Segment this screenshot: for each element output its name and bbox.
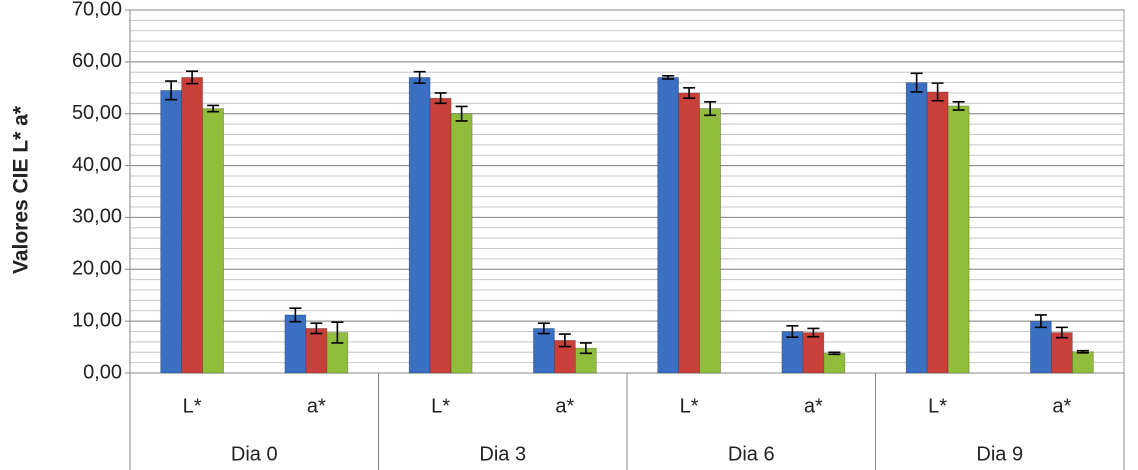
y-tick-label: 30,00 [72, 206, 122, 228]
bar [678, 92, 701, 374]
error-bar [186, 70, 199, 85]
y-tick-label: 0,00 [83, 361, 122, 383]
error-bar [931, 82, 944, 102]
y-tick-label: 20,00 [72, 258, 122, 280]
error-bar [1076, 349, 1089, 354]
group-label: Dia 6 [728, 443, 775, 465]
error-bar [165, 80, 178, 101]
error-bar [310, 322, 323, 335]
x-tick-label: a* [555, 395, 574, 417]
error-bar [952, 100, 965, 111]
y-tick-label: 70,00 [72, 0, 122, 20]
bar [1029, 320, 1052, 374]
error-bar [455, 105, 468, 122]
bar [1050, 332, 1073, 374]
group-label: Dia 0 [231, 443, 278, 465]
x-tick-label: a* [307, 395, 326, 417]
bar [160, 89, 183, 374]
error-bar [207, 104, 220, 113]
bar [429, 97, 452, 374]
error-bar [910, 72, 923, 93]
group-label: Dia 3 [479, 443, 526, 465]
y-tick-label: 10,00 [72, 309, 122, 331]
error-bar [662, 75, 675, 80]
bar [802, 332, 825, 374]
error-bar [1055, 326, 1068, 339]
x-tick-label: a* [1052, 395, 1071, 417]
error-bar [579, 342, 592, 355]
bar [947, 105, 970, 374]
bar [181, 77, 204, 374]
error-bar [289, 307, 302, 323]
bar [1071, 351, 1094, 374]
group-label: Dia 9 [976, 443, 1023, 465]
x-tick-label: L* [928, 395, 947, 417]
bar [699, 108, 722, 374]
error-bar [434, 92, 447, 105]
y-tick-label: 60,00 [72, 50, 122, 72]
error-bar [704, 100, 717, 117]
error-bar [537, 322, 550, 335]
bar [284, 314, 307, 374]
plot-area [129, 9, 1125, 374]
bar [450, 113, 473, 374]
error-bar [786, 325, 799, 339]
bar [305, 328, 328, 374]
bar [823, 352, 846, 374]
x-tick-label: L* [680, 395, 699, 417]
x-tick-label: a* [804, 395, 823, 417]
error-bar [683, 86, 696, 99]
y-tick-label: 40,00 [72, 154, 122, 176]
y-tick-label: 50,00 [72, 102, 122, 124]
error-bar [828, 351, 841, 356]
x-tick-label: L* [431, 395, 450, 417]
bar [657, 77, 680, 374]
x-tick-label: L* [183, 395, 202, 417]
error-bar [807, 327, 820, 338]
error-bar [413, 70, 426, 84]
y-axis-label: Valores CIE L* a* [10, 105, 33, 274]
bar [532, 328, 555, 374]
error-bar [1034, 314, 1047, 329]
bar [905, 82, 928, 374]
bar [926, 91, 949, 374]
bar [202, 108, 225, 374]
bar [408, 77, 431, 374]
error-bar [558, 333, 571, 348]
error-bar [331, 321, 344, 344]
